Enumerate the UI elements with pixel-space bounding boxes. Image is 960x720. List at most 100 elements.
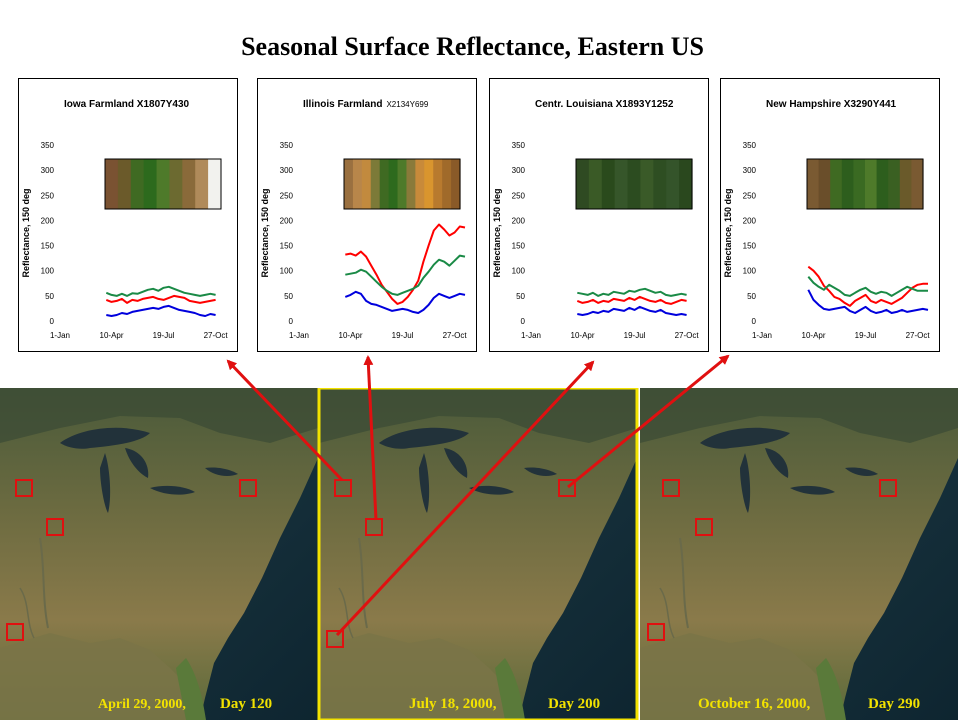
swatch-stripe xyxy=(807,159,820,209)
y-tick-label: 300 xyxy=(280,166,294,175)
chart-panel: Centr. Louisiana X1893Y1252 Reflectance, … xyxy=(489,78,709,352)
y-tick-label: 50 xyxy=(516,292,525,301)
swatch-stripe xyxy=(853,159,866,209)
y-tick-label: 200 xyxy=(41,216,55,225)
swatch-stripe xyxy=(370,159,381,209)
chart-title: New Hampshire X3290Y441 xyxy=(766,99,897,110)
chart-panel: New Hampshire X3290Y441 Reflectance, 150 … xyxy=(720,78,940,352)
chart-title: Illinois Farmland X2134Y699 xyxy=(303,99,429,110)
chart-panel: Iowa Farmland X1807Y430 Reflectance, 150 … xyxy=(18,78,238,352)
swatch-stripe xyxy=(899,159,912,209)
y-axis-label: Reflectance, 150 deg xyxy=(492,188,502,277)
swatch-stripe xyxy=(415,159,425,209)
swatch-stripe xyxy=(143,159,158,209)
x-tick-label: 1-Jan xyxy=(521,331,541,340)
y-tick-label: 0 xyxy=(521,317,526,326)
y-tick-label: 250 xyxy=(743,191,757,200)
color-swatch xyxy=(575,158,693,210)
sample-box xyxy=(6,623,24,641)
y-tick-label: 250 xyxy=(280,191,294,200)
swatch-stripe xyxy=(865,159,878,209)
y-tick-label: 100 xyxy=(280,267,294,276)
y-tick-label: 300 xyxy=(512,166,526,175)
sample-box xyxy=(695,518,713,536)
swatch-stripe xyxy=(442,159,452,209)
map-caption-day: Day 200 xyxy=(548,696,600,712)
series-line-green xyxy=(807,276,928,297)
swatch-stripe xyxy=(117,159,132,209)
swatch-stripe xyxy=(588,159,603,209)
swatch-stripe xyxy=(876,159,889,209)
swatch-stripe xyxy=(818,159,831,209)
series-line-red xyxy=(105,294,216,304)
series-line-blue xyxy=(577,305,687,316)
y-tick-label: 50 xyxy=(45,292,54,301)
reflectance-chart: Iowa Farmland X1807Y430 Reflectance, 150 … xyxy=(21,99,228,340)
y-tick-label: 350 xyxy=(512,141,526,150)
x-tick-label: 10-Apr xyxy=(802,331,826,340)
map-caption-day: Day 120 xyxy=(220,696,272,712)
y-tick-label: 350 xyxy=(41,141,55,150)
chart-panel: Illinois Farmland X2134Y699 Reflectance, 1… xyxy=(257,78,477,352)
y-tick-label: 50 xyxy=(284,292,293,301)
x-tick-label: 19-Jul xyxy=(624,331,646,340)
y-tick-label: 100 xyxy=(41,267,55,276)
y-tick-label: 0 xyxy=(752,317,757,326)
chart-title: Iowa Farmland X1807Y430 xyxy=(64,99,190,110)
x-tick-label: 19-Jul xyxy=(855,331,877,340)
series-line-green xyxy=(577,287,687,297)
x-tick-label: 19-Jul xyxy=(153,331,175,340)
color-swatch xyxy=(806,158,924,210)
x-tick-label: 10-Apr xyxy=(571,331,595,340)
series-line-red xyxy=(345,223,466,305)
y-tick-label: 250 xyxy=(41,191,55,200)
swatch-stripe xyxy=(451,159,461,209)
y-tick-label: 350 xyxy=(280,141,294,150)
y-tick-label: 150 xyxy=(512,242,526,251)
color-swatch xyxy=(104,158,222,210)
map-caption-date: July 18, 2000, xyxy=(409,696,497,712)
swatch-stripe xyxy=(352,159,363,209)
swatch-stripe xyxy=(130,159,145,209)
map-october: October 16, 2000, Day 290 xyxy=(639,388,959,720)
swatch-stripe xyxy=(433,159,443,209)
swatch-stripe xyxy=(640,159,654,209)
reflectance-chart: Centr. Louisiana X1893Y1252 Reflectance, … xyxy=(492,99,700,340)
swatch-stripe xyxy=(182,159,196,209)
y-axis-label: Reflectance, 150 deg xyxy=(723,188,733,277)
sample-box xyxy=(879,479,897,497)
y-tick-label: 150 xyxy=(280,242,294,251)
swatch-stripe xyxy=(388,159,399,209)
series-line-red xyxy=(807,265,928,307)
swatch-stripe xyxy=(195,159,209,209)
swatch-stripe xyxy=(208,159,222,209)
y-tick-label: 150 xyxy=(41,242,55,251)
series-line-green xyxy=(105,285,216,297)
swatch-stripe xyxy=(379,159,390,209)
map-july: July 18, 2000, Day 200 xyxy=(317,388,639,720)
swatch-stripe xyxy=(361,159,372,209)
series-line-blue xyxy=(807,289,929,314)
y-tick-label: 100 xyxy=(512,267,526,276)
swatch-stripe xyxy=(841,159,854,209)
x-tick-label: 1-Jan xyxy=(289,331,309,340)
x-tick-label: 27-Oct xyxy=(675,331,700,340)
swatch-stripe xyxy=(679,159,693,209)
reflectance-chart: Illinois Farmland X2134Y699 Reflectance, 1… xyxy=(260,99,467,340)
y-tick-label: 200 xyxy=(280,216,294,225)
swatch-stripe xyxy=(424,159,434,209)
y-tick-label: 300 xyxy=(41,166,55,175)
x-tick-label: 27-Oct xyxy=(906,331,931,340)
swatch-stripe xyxy=(830,159,843,209)
y-tick-label: 350 xyxy=(743,141,757,150)
color-swatch xyxy=(343,158,461,210)
swatch-stripe xyxy=(666,159,680,209)
chart-title: Centr. Louisiana X1893Y1252 xyxy=(535,99,674,110)
swatch-stripe xyxy=(911,159,924,209)
sample-box xyxy=(15,479,33,497)
reflectance-chart: New Hampshire X3290Y441 Reflectance, 150 … xyxy=(723,99,931,340)
map-caption-date: April 29, 2000, xyxy=(98,697,186,712)
y-tick-label: 300 xyxy=(743,166,757,175)
map-april: April 29, 2000, Day 120 xyxy=(0,388,319,720)
series-line-red xyxy=(576,295,687,305)
